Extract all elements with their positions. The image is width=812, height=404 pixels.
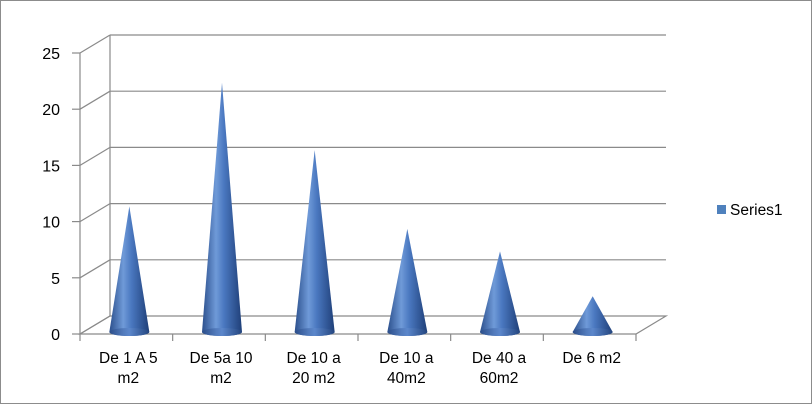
- cone-base: [202, 328, 242, 336]
- y-tick-label: 20: [42, 102, 60, 119]
- cone-base: [109, 328, 150, 336]
- y-tick-label: 5: [51, 271, 60, 288]
- cone-4: [387, 228, 428, 336]
- legend: Series1: [717, 202, 783, 219]
- gridline-side: [79, 34, 111, 54]
- legend-swatch-series1: [717, 205, 726, 214]
- cone-1: [109, 206, 150, 336]
- y-axis-ticks: 0 5 10 15 20 25: [42, 46, 80, 344]
- cone-2: [202, 82, 242, 336]
- cone-body: [480, 251, 520, 336]
- cone-base: [294, 328, 335, 336]
- axes: [77, 35, 669, 341]
- cone-5: [480, 251, 520, 336]
- gridline-side: [79, 90, 111, 110]
- x-category-label: De 6 m2: [562, 350, 621, 367]
- cone-base: [572, 328, 613, 336]
- x-category-label: De 1 A 5 m2: [99, 350, 158, 387]
- y-tick-label: 15: [42, 158, 60, 175]
- gridline-side: [79, 203, 111, 223]
- cone-body: [572, 296, 613, 336]
- y-tick-label: 25: [42, 46, 60, 63]
- y-tick-label: 10: [42, 215, 60, 232]
- cone-body: [387, 228, 428, 336]
- cone-6: [572, 296, 613, 336]
- gridline-side: [79, 259, 111, 279]
- cone-base: [387, 328, 428, 336]
- cone-body: [109, 206, 150, 336]
- cone-3: [294, 150, 335, 336]
- legend-label-series1: Series1: [730, 202, 783, 219]
- gridlines: [79, 34, 666, 335]
- cone-series: [109, 82, 613, 336]
- cone-body: [202, 82, 242, 336]
- x-category-label: De 40 a 60m2: [472, 350, 527, 387]
- x-category-label: De 10 a 40m2: [379, 350, 434, 387]
- cone-base: [480, 328, 520, 336]
- x-category-label: De 10 a 20 m2: [287, 350, 342, 387]
- x-category-label: De 5a 10 m2: [190, 350, 253, 387]
- gridline-side: [79, 146, 111, 166]
- cone-body: [294, 150, 335, 336]
- y-tick-label: 0: [51, 327, 60, 344]
